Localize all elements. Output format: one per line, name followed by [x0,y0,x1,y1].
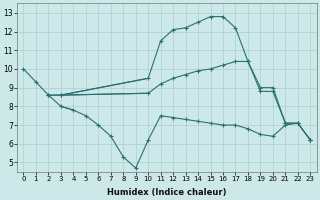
X-axis label: Humidex (Indice chaleur): Humidex (Indice chaleur) [107,188,227,197]
